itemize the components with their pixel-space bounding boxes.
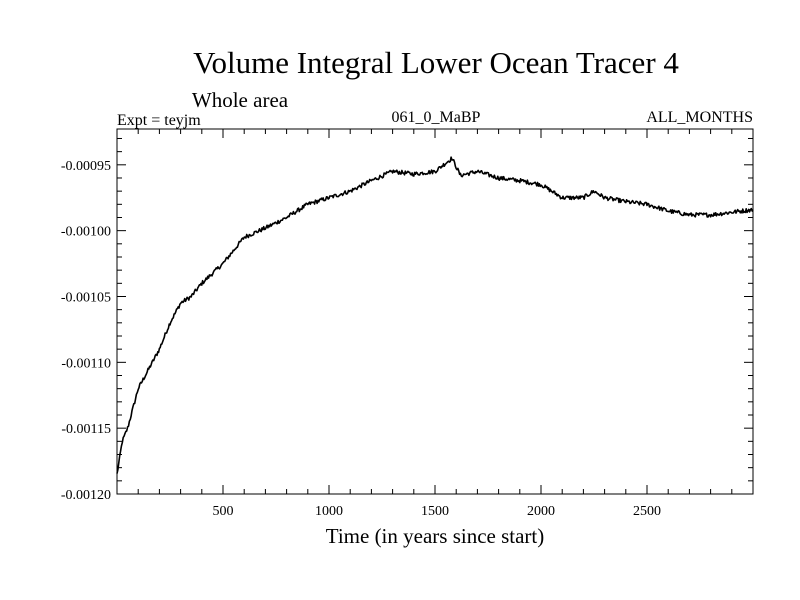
x-tick-label: 1000 — [315, 504, 343, 519]
plot-area — [116, 128, 754, 495]
y-tick-label: -0.00110 — [61, 356, 111, 371]
chart-subtitle: Whole area — [192, 88, 289, 112]
y-tick-label: -0.00095 — [61, 159, 111, 174]
axis-ticks — [117, 129, 753, 495]
chart-title: Volume Integral Lower Ocean Tracer 4 — [193, 45, 679, 80]
x-tick-label: 2000 — [527, 504, 555, 519]
run-label: 061_0_MaBP — [392, 109, 481, 126]
expt-label: Expt = teyjm — [117, 112, 201, 129]
y-tick-label: -0.00105 — [61, 290, 111, 305]
series-line-tracer4 — [116, 156, 754, 474]
y-tick-label: -0.00100 — [61, 225, 111, 240]
y-tick-label: -0.00115 — [61, 422, 111, 437]
y-tick-labels: -0.00095 -0.00100 -0.00105 -0.00110 -0.00115… — [61, 159, 111, 503]
x-tick-labels: 500 1000 1500 2000 2500 — [213, 504, 662, 519]
x-tick-label: 500 — [213, 504, 234, 519]
x-tick-label: 2500 — [633, 504, 661, 519]
months-label: ALL_MONTHS — [646, 109, 753, 126]
x-tick-label: 1500 — [421, 504, 449, 519]
x-axis-label: Time (in years since start) — [326, 524, 545, 548]
y-tick-label: -0.00120 — [61, 488, 111, 503]
